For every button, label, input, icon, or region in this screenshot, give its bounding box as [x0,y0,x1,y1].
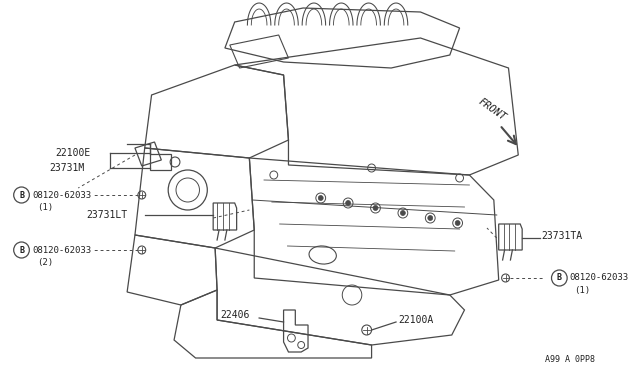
Text: 22100A: 22100A [398,315,433,325]
Circle shape [455,221,460,225]
Circle shape [318,196,323,201]
Text: (1): (1) [37,202,53,212]
Text: B: B [19,190,24,199]
Circle shape [373,205,378,211]
Circle shape [346,201,351,205]
Circle shape [428,215,433,221]
Circle shape [401,211,405,215]
Text: FRONT: FRONT [476,97,508,123]
Text: B: B [19,246,24,254]
Text: 23731TA: 23731TA [541,231,583,241]
Text: 22406: 22406 [220,310,250,320]
Text: 08120-62033: 08120-62033 [32,190,92,199]
Text: (2): (2) [37,257,53,266]
Text: 23731M: 23731M [49,163,84,173]
Text: A99 A 0PP8: A99 A 0PP8 [545,356,595,365]
Text: 23731LT: 23731LT [86,210,127,220]
Text: (1): (1) [574,286,590,295]
Text: B: B [557,273,562,282]
Text: 08120-62033: 08120-62033 [569,273,628,282]
Text: 08120-62033: 08120-62033 [32,246,92,254]
Text: 22100E: 22100E [56,148,91,158]
